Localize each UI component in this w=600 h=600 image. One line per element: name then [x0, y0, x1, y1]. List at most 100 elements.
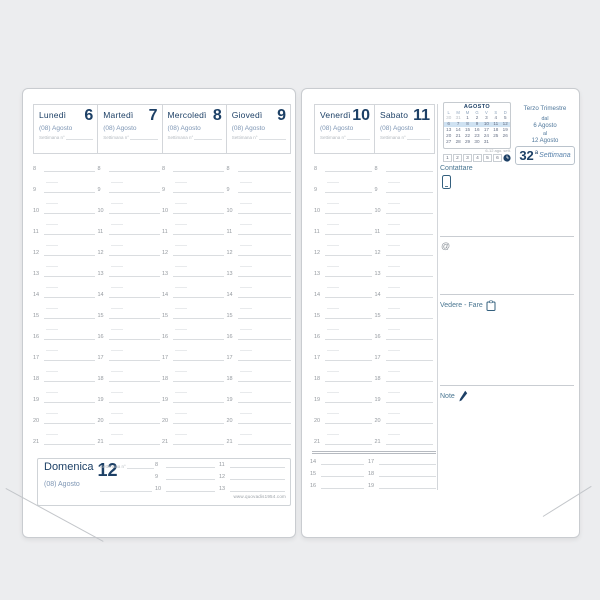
hour-label: 12: [314, 249, 321, 256]
day-month: (08) Agosto: [231, 125, 265, 132]
hour-line: [237, 253, 291, 256]
hour-row: 14: [98, 290, 160, 298]
hour-row: 14: [33, 290, 95, 298]
hour-line: [325, 337, 372, 340]
day-month: (08) Agosto: [39, 125, 73, 132]
hour-label: 15: [97, 312, 104, 319]
half-hour-line: [239, 328, 252, 330]
day-header: Mercoledì 8 (08) Agosto Settimana n°: [161, 105, 226, 153]
hour-line: [237, 169, 291, 172]
hour-label: 15: [374, 312, 381, 319]
hour-row: 12: [33, 248, 95, 256]
half-hour-line: [175, 391, 187, 393]
week-number-field: Settimana n°: [380, 135, 430, 140]
hour-row: 17: [162, 353, 224, 361]
calendar-weekday: G: [475, 109, 479, 115]
day-name: Mercoledì: [167, 110, 207, 120]
hour-row: 8: [155, 459, 215, 468]
hour-row: 8: [33, 164, 95, 172]
hour-label: 14: [314, 291, 321, 298]
sunday-section: Domenica 12 (08) Agosto Settimana n° 8 9 1…: [37, 458, 291, 506]
hour-row: 17: [98, 353, 160, 361]
half-hour-line: [46, 307, 58, 309]
week-number-field: Settimana n°: [39, 135, 94, 140]
day-number: 9: [277, 107, 286, 124]
hour-line: [173, 421, 224, 424]
hour-line: [44, 190, 95, 193]
hour-line: [166, 477, 215, 480]
contact-label-text: Contattare: [440, 165, 473, 172]
hour-label: 16: [374, 333, 381, 340]
hour-label: 11: [226, 228, 233, 235]
week-number-label: Settimana n°: [167, 134, 194, 140]
day-number: 7: [148, 107, 158, 124]
hour-label: 13: [314, 270, 321, 277]
panel-divider: [437, 104, 438, 490]
half-hour-line: [387, 349, 400, 351]
hour-row: 15: [162, 311, 224, 319]
hour-label: 11: [219, 461, 225, 468]
half-hour-line: [239, 202, 252, 204]
notes-label-text: Note: [440, 392, 455, 400]
hour-row: 11: [375, 227, 433, 235]
hour-row: 8: [314, 164, 372, 172]
half-hour-line: [327, 328, 339, 330]
calendar-day: 15: [464, 126, 471, 132]
hour-label: 17: [33, 354, 40, 361]
hour-line: [321, 486, 364, 489]
hour-line: [237, 421, 291, 424]
hour-row: 13: [219, 483, 285, 492]
half-hour-line: [387, 244, 400, 246]
hour-row: 21: [314, 437, 372, 445]
half-hour-line: [175, 307, 187, 309]
day-name: Domenica: [44, 461, 94, 473]
strip-number: 6: [493, 154, 502, 162]
hour-label: 9: [155, 473, 159, 480]
hour-label: 19: [374, 396, 381, 403]
half-hour-line: [175, 349, 187, 351]
calendar-week-row: 30 31 1 2 3 4 5: [444, 116, 510, 122]
hour-label: 9: [374, 186, 378, 193]
calendar-day: 12: [502, 121, 508, 127]
hour-label: 10: [314, 207, 321, 214]
hour-line: [166, 465, 215, 468]
hour-row: 20: [314, 416, 372, 424]
hour-label: 20: [226, 417, 233, 424]
calendar-grid: L M M G V S D 30 31 1 2 3 4 5 6 7 8 9 10 11 12 13 14 15 16 17 18 19…: [444, 110, 510, 145]
hour-row: 11: [219, 459, 285, 468]
hour-line: [385, 316, 433, 319]
hour-line: [237, 274, 291, 277]
calendar-day: 11: [493, 121, 499, 127]
phone-icon: [442, 175, 451, 189]
hour-label: 19: [97, 396, 104, 403]
day-number: 10: [352, 107, 370, 124]
hour-row: 17: [33, 353, 95, 361]
week-number: 32: [519, 148, 534, 163]
hour-row: 13: [375, 269, 433, 277]
hour-line: [173, 169, 224, 172]
hour-row: 16: [310, 481, 364, 489]
hour-row: 11: [33, 227, 95, 235]
half-hour-line: [387, 328, 400, 330]
hour-row: 8: [227, 164, 291, 172]
calendar-day: 26: [502, 132, 508, 138]
half-hour-line: [327, 391, 339, 393]
calendar-day: 27: [446, 138, 452, 144]
half-hour-line: [239, 244, 252, 246]
hour-label: 19: [162, 396, 169, 403]
calendar-week-row: 20 21 22 23 24 25 26: [444, 133, 510, 139]
week-number-label: Settimana n°: [231, 134, 258, 140]
calendar-week-row: 27 28 29 30 31: [444, 139, 510, 145]
hour-label: 21: [33, 438, 40, 445]
calendar-day: 16: [474, 126, 480, 132]
hour-label: 11: [162, 228, 168, 235]
hour-line: [108, 379, 160, 382]
hour-line: [325, 379, 372, 382]
hour-row: 21: [33, 437, 95, 445]
calendar-day: 17: [483, 126, 489, 132]
day-name: Martedì: [103, 110, 134, 120]
hour-line: [44, 442, 95, 445]
hour-row: 20: [375, 416, 433, 424]
calendar-day: 9: [475, 121, 479, 127]
calendar-day: 21: [455, 132, 461, 138]
